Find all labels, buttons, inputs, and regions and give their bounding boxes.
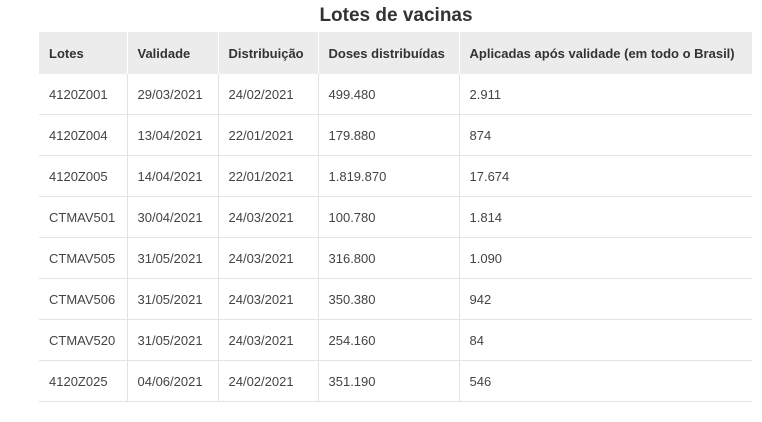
cell-aplicadas: 942	[459, 278, 752, 320]
cell-aplicadas: 874	[459, 114, 752, 156]
table-title: Lotes de vacinas	[319, 5, 473, 26]
cell-doses: 350.380	[318, 278, 460, 320]
table-row: CTMAV505 31/05/2021 24/03/2021 316.800 1…	[39, 237, 752, 279]
cell-doses: 179.880	[318, 114, 460, 156]
cell-doses: 351.190	[318, 360, 460, 402]
cell-aplicadas: 2.911	[459, 74, 752, 115]
cell-doses: 100.780	[318, 196, 460, 238]
table-header: Lotes Validade Distribuição Doses distri…	[39, 32, 752, 74]
cell-aplicadas: 1.090	[459, 237, 752, 279]
header-aplicadas-apos-validade: Aplicadas após validade (em todo o Brasi…	[459, 32, 752, 74]
cell-distribuicao: 24/02/2021	[218, 360, 319, 402]
header-validade: Validade	[127, 32, 219, 74]
cell-validade: 13/04/2021	[127, 114, 219, 156]
header-lotes: Lotes	[39, 32, 128, 74]
cell-validade: 29/03/2021	[127, 74, 219, 115]
cell-distribuicao: 24/02/2021	[218, 74, 319, 115]
cell-distribuicao: 22/01/2021	[218, 114, 319, 156]
cell-doses: 1.819.870	[318, 155, 460, 197]
table-row: 4120Z005 14/04/2021 22/01/2021 1.819.870…	[39, 155, 752, 197]
cell-lote: CTMAV520	[39, 319, 128, 361]
table-row: CTMAV520 31/05/2021 24/03/2021 254.160 8…	[39, 319, 752, 361]
cell-distribuicao: 24/03/2021	[218, 319, 319, 361]
cell-validade: 04/06/2021	[127, 360, 219, 402]
header-row: Lotes Validade Distribuição Doses distri…	[39, 32, 752, 74]
cell-doses: 499.480	[318, 74, 460, 115]
cell-doses: 316.800	[318, 237, 460, 279]
cell-distribuicao: 24/03/2021	[218, 237, 319, 279]
cell-aplicadas: 546	[459, 360, 752, 402]
cell-lote: CTMAV506	[39, 278, 128, 320]
table-body: 4120Z001 29/03/2021 24/02/2021 499.480 2…	[39, 74, 752, 402]
cell-aplicadas: 84	[459, 319, 752, 361]
cell-distribuicao: 24/03/2021	[218, 196, 319, 238]
cell-lote: 4120Z001	[39, 74, 128, 115]
cell-doses: 254.160	[318, 319, 460, 361]
cell-aplicadas: 17.674	[459, 155, 752, 197]
cell-validade: 14/04/2021	[127, 155, 219, 197]
cell-distribuicao: 24/03/2021	[218, 278, 319, 320]
table-row: 4120Z025 04/06/2021 24/02/2021 351.190 5…	[39, 360, 752, 402]
table-row: CTMAV506 31/05/2021 24/03/2021 350.380 9…	[39, 278, 752, 320]
table-row: 4120Z004 13/04/2021 22/01/2021 179.880 8…	[39, 114, 752, 156]
cell-distribuicao: 22/01/2021	[218, 155, 319, 197]
cell-validade: 30/04/2021	[127, 196, 219, 238]
cell-lote: CTMAV501	[39, 196, 128, 238]
cell-validade: 31/05/2021	[127, 237, 219, 279]
cell-lote: CTMAV505	[39, 237, 128, 279]
vaccine-lots-table: Lotes Validade Distribuição Doses distri…	[39, 32, 752, 402]
cell-validade: 31/05/2021	[127, 278, 219, 320]
header-doses-distribuidas: Doses distribuídas	[318, 32, 460, 74]
cell-lote: 4120Z005	[39, 155, 128, 197]
header-distribuicao: Distribuição	[218, 32, 319, 74]
table-row: CTMAV501 30/04/2021 24/03/2021 100.780 1…	[39, 196, 752, 238]
cell-lote: 4120Z004	[39, 114, 128, 156]
cell-validade: 31/05/2021	[127, 319, 219, 361]
table-row: 4120Z001 29/03/2021 24/02/2021 499.480 2…	[39, 74, 752, 115]
cell-lote: 4120Z025	[39, 360, 128, 402]
cell-aplicadas: 1.814	[459, 196, 752, 238]
